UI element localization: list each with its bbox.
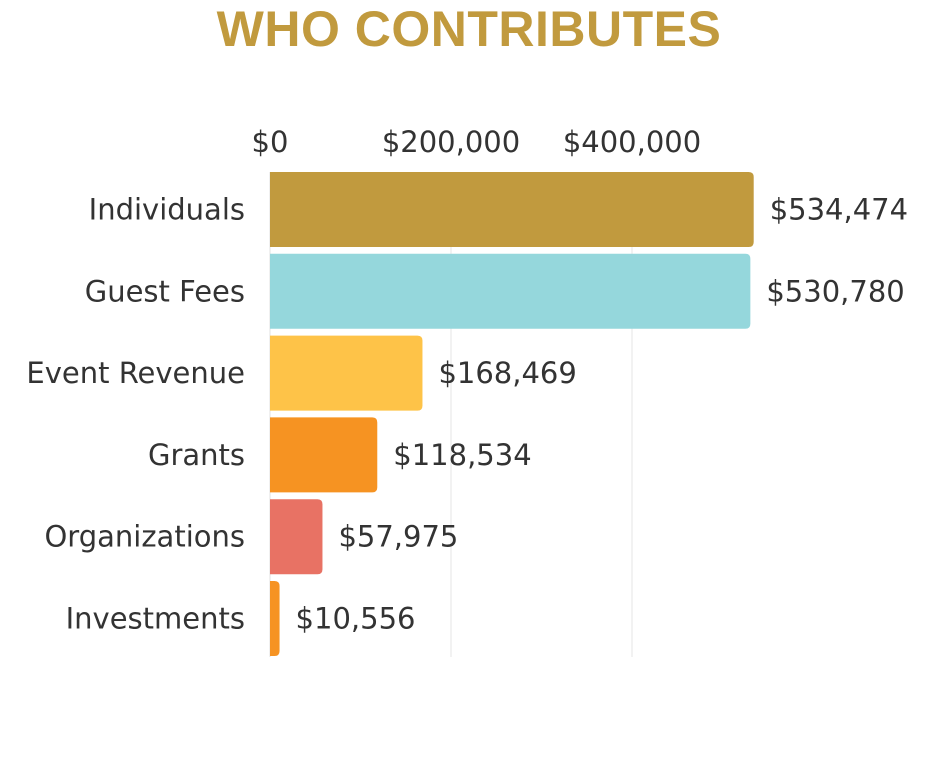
category-label: Grants — [148, 438, 245, 472]
bar — [270, 499, 323, 575]
bar — [270, 581, 280, 656]
bar — [270, 253, 751, 329]
chart-title: WHO CONTRIBUTES — [216, 1, 722, 57]
category-label: Event Revenue — [26, 356, 245, 390]
bar — [270, 172, 754, 247]
x-tick-label: $400,000 — [563, 125, 701, 159]
value-label: $530,780 — [766, 274, 904, 308]
grid-lines — [269, 172, 633, 657]
value-labels: $534,474 $530,780 $168,469 $118,534 $57,975 $… — [296, 193, 909, 636]
value-label: $168,469 — [438, 356, 576, 390]
category-label: Investments — [66, 602, 245, 636]
x-tick-label: $200,000 — [382, 125, 520, 159]
value-label: $57,975 — [338, 520, 458, 554]
category-label: Organizations — [44, 520, 245, 554]
bar — [270, 417, 378, 493]
value-label: $534,474 — [770, 193, 908, 227]
bar — [270, 335, 423, 411]
bars — [270, 172, 754, 656]
category-labels: Individuals Guest Fees Event Revenue Grants… — [26, 193, 245, 636]
value-label: $10,556 — [296, 602, 416, 636]
x-tick-label: $0 — [252, 125, 289, 159]
value-label: $118,534 — [393, 438, 531, 472]
category-label: Individuals — [89, 193, 245, 227]
x-axis-ticks: $0 $200,000 $400,000 — [252, 125, 702, 159]
category-label: Guest Fees — [85, 274, 245, 308]
